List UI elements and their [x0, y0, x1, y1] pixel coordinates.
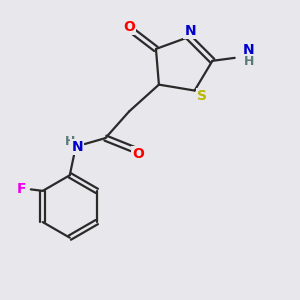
Text: O: O: [123, 20, 135, 34]
Text: H: H: [65, 135, 76, 148]
Text: F: F: [17, 182, 27, 197]
Text: S: S: [197, 89, 207, 103]
Text: H: H: [244, 55, 254, 68]
Text: N: N: [71, 140, 83, 154]
Text: N: N: [243, 43, 255, 56]
Text: N: N: [184, 23, 196, 38]
Text: O: O: [132, 148, 144, 161]
